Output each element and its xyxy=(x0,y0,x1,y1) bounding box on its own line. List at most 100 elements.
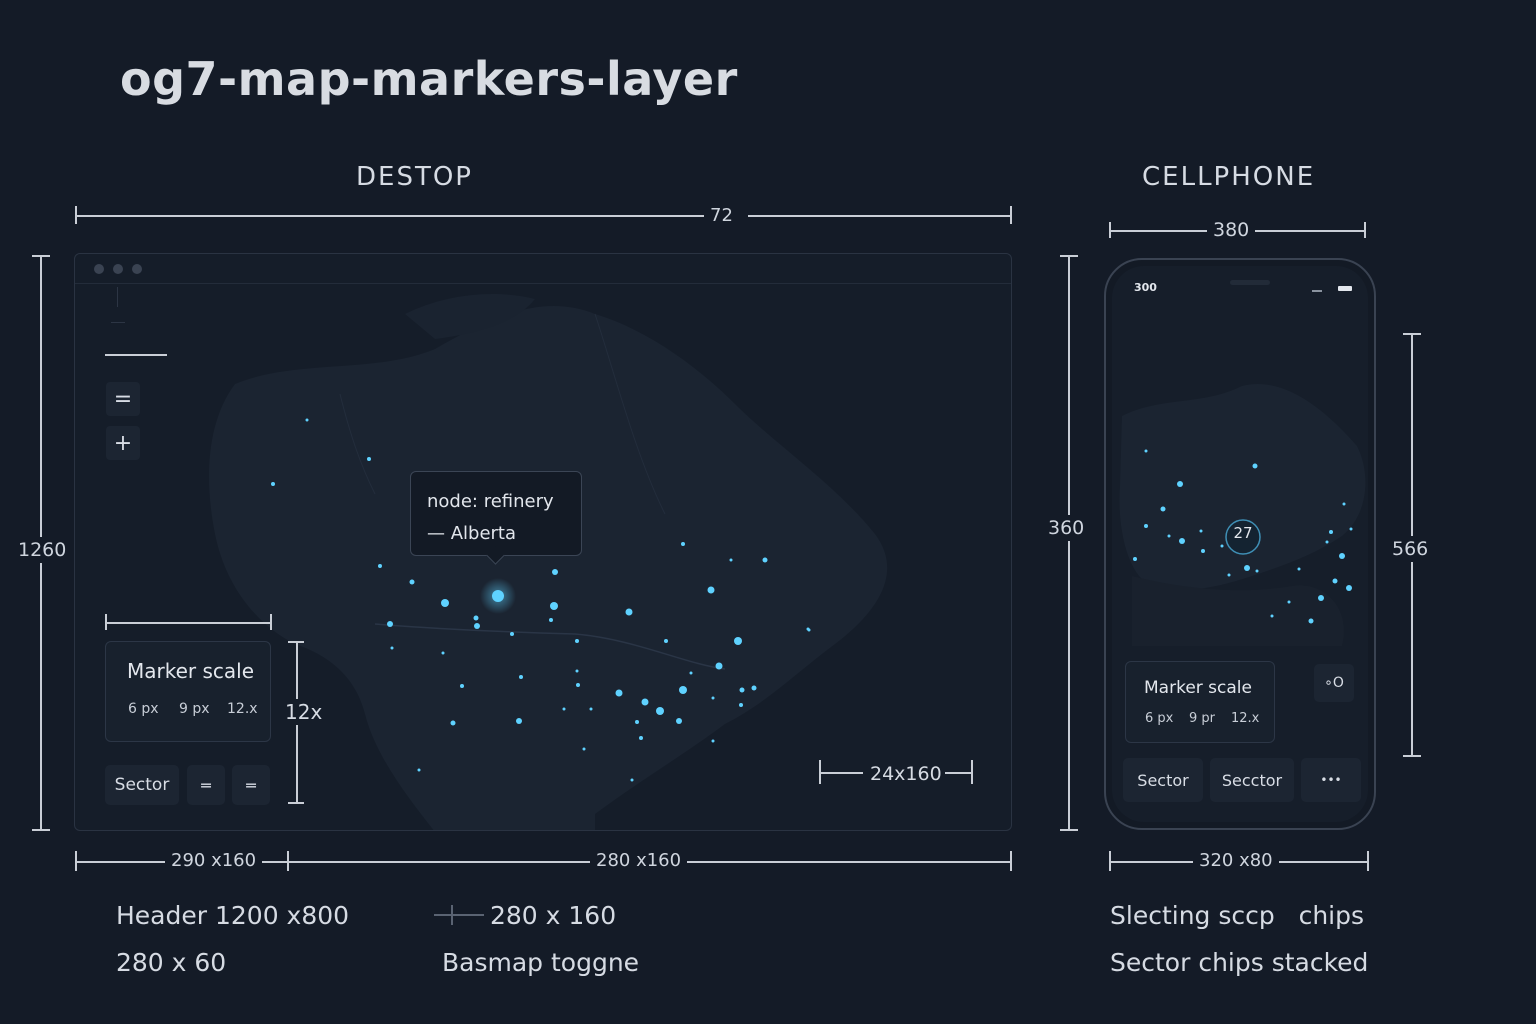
map-marker[interactable] xyxy=(450,720,456,726)
zoom-out-button[interactable]: = xyxy=(106,382,140,416)
sector-chip[interactable]: Sector xyxy=(105,765,179,805)
phone-map-marker[interactable] xyxy=(1308,618,1314,624)
map-marker[interactable] xyxy=(549,618,553,622)
map-marker[interactable] xyxy=(552,569,558,575)
map-marker[interactable] xyxy=(409,579,415,585)
map-marker[interactable] xyxy=(729,558,733,562)
map-marker[interactable] xyxy=(589,707,593,711)
map-marker[interactable] xyxy=(576,683,580,687)
map-marker[interactable] xyxy=(641,698,649,706)
map-marker[interactable] xyxy=(707,586,715,594)
phone-map-marker[interactable] xyxy=(1318,595,1324,601)
map-marker[interactable] xyxy=(625,608,633,616)
phone-map-marker[interactable] xyxy=(1133,557,1137,561)
map-marker[interactable] xyxy=(739,703,743,707)
caption-280x60: 280 x 60 xyxy=(116,948,227,977)
map-marker[interactable] xyxy=(751,685,757,691)
map-marker[interactable] xyxy=(806,627,810,631)
map-marker[interactable] xyxy=(378,564,382,568)
cluster-count[interactable]: 27 xyxy=(1233,524,1253,542)
map-marker[interactable] xyxy=(635,720,639,724)
phone-map-marker[interactable] xyxy=(1287,600,1291,604)
phone-map-marker[interactable] xyxy=(1252,463,1258,469)
map-marker[interactable] xyxy=(711,696,715,700)
map-marker[interactable] xyxy=(739,687,745,693)
map-marker[interactable] xyxy=(656,707,664,715)
map-marker[interactable] xyxy=(441,651,445,655)
map-marker[interactable] xyxy=(575,639,579,643)
map-marker[interactable] xyxy=(271,482,275,486)
phone-map-marker[interactable] xyxy=(1325,540,1329,544)
map-marker[interactable] xyxy=(473,615,479,621)
map-marker[interactable] xyxy=(510,632,514,636)
map-marker[interactable] xyxy=(460,684,464,688)
text-tool-icon[interactable] xyxy=(111,322,125,338)
map-marker[interactable] xyxy=(305,418,309,422)
map-marker[interactable] xyxy=(575,669,579,673)
scale-option-12x[interactable]: 12.x xyxy=(227,701,258,717)
filter-chip[interactable]: ═ xyxy=(232,765,270,805)
phone-map-marker[interactable] xyxy=(1297,567,1301,571)
map-marker[interactable] xyxy=(664,639,668,643)
phone-map-marker[interactable] xyxy=(1339,553,1345,559)
map-marker[interactable] xyxy=(516,718,522,724)
map-marker[interactable] xyxy=(474,623,480,629)
map-marker[interactable] xyxy=(417,768,421,772)
phone-scale-option-6px[interactable]: 6 px xyxy=(1145,711,1174,726)
phone-scale-option-9pr[interactable]: 9 pr xyxy=(1189,711,1215,726)
map-marker[interactable] xyxy=(630,778,634,782)
map-marker[interactable] xyxy=(689,671,693,675)
map-marker[interactable] xyxy=(762,557,768,563)
phone-marker-layer xyxy=(1133,449,1353,624)
phone-map-marker[interactable] xyxy=(1255,569,1259,573)
map-marker[interactable] xyxy=(550,602,558,610)
phone-basemap[interactable] xyxy=(1112,266,1368,822)
basemap[interactable] xyxy=(75,254,1012,831)
caption-sector-chips-stacked: Sector chips stacked xyxy=(1110,948,1369,977)
zoom-in-button[interactable]: + xyxy=(106,426,140,460)
map-marker[interactable] xyxy=(711,739,715,743)
map-marker[interactable] xyxy=(441,599,449,607)
phone-map-marker[interactable] xyxy=(1220,544,1224,548)
phone-map-marker[interactable] xyxy=(1227,573,1231,577)
scale-option-6px[interactable]: 6 px xyxy=(128,701,159,717)
phone-scale-option-12x[interactable]: 12.x xyxy=(1231,711,1260,726)
phone-map-marker[interactable] xyxy=(1346,585,1352,591)
phone-map-marker[interactable] xyxy=(1244,565,1250,571)
scale-option-9px[interactable]: 9 px xyxy=(179,701,210,717)
selected-map-marker[interactable] xyxy=(492,590,504,602)
map-marker[interactable] xyxy=(734,637,742,645)
phone-map-marker[interactable] xyxy=(1179,538,1185,544)
map-marker[interactable] xyxy=(639,736,643,740)
phone-sector-chip-2[interactable]: Secctor xyxy=(1210,758,1294,802)
map-marker[interactable] xyxy=(387,621,393,627)
more-options-button[interactable]: ••• xyxy=(1301,758,1361,802)
phone-sector-chip[interactable]: Sector xyxy=(1123,758,1203,802)
phone-map-marker[interactable] xyxy=(1349,527,1353,531)
phone-map-marker[interactable] xyxy=(1199,529,1203,533)
phone-map-marker[interactable] xyxy=(1332,578,1338,584)
phone-map-marker[interactable] xyxy=(1144,449,1148,453)
map-marker[interactable] xyxy=(676,718,682,724)
battery-icon xyxy=(1338,286,1352,291)
phone-map-marker[interactable] xyxy=(1201,549,1205,553)
map-marker[interactable] xyxy=(681,542,685,546)
map-marker[interactable] xyxy=(519,675,523,679)
phone-map-marker[interactable] xyxy=(1342,502,1346,506)
phone-map-marker[interactable] xyxy=(1167,534,1171,538)
map-marker[interactable] xyxy=(367,457,371,461)
phone-map-marker[interactable] xyxy=(1270,614,1274,618)
map-marker[interactable] xyxy=(679,686,687,694)
caption-basemap-toggle: Basmap toggne xyxy=(442,948,639,977)
basemap-toggle-button[interactable]: ∘O xyxy=(1314,664,1354,702)
map-marker[interactable] xyxy=(715,662,723,670)
phone-map-marker[interactable] xyxy=(1329,530,1333,534)
phone-map-marker[interactable] xyxy=(1144,524,1148,528)
map-marker[interactable] xyxy=(562,707,566,711)
phone-map-marker[interactable] xyxy=(1160,506,1166,512)
phone-map-marker[interactable] xyxy=(1177,481,1183,487)
filter-chip[interactable]: ═ xyxy=(187,765,225,805)
map-marker[interactable] xyxy=(615,689,623,697)
map-marker[interactable] xyxy=(390,646,394,650)
map-marker[interactable] xyxy=(582,747,586,751)
